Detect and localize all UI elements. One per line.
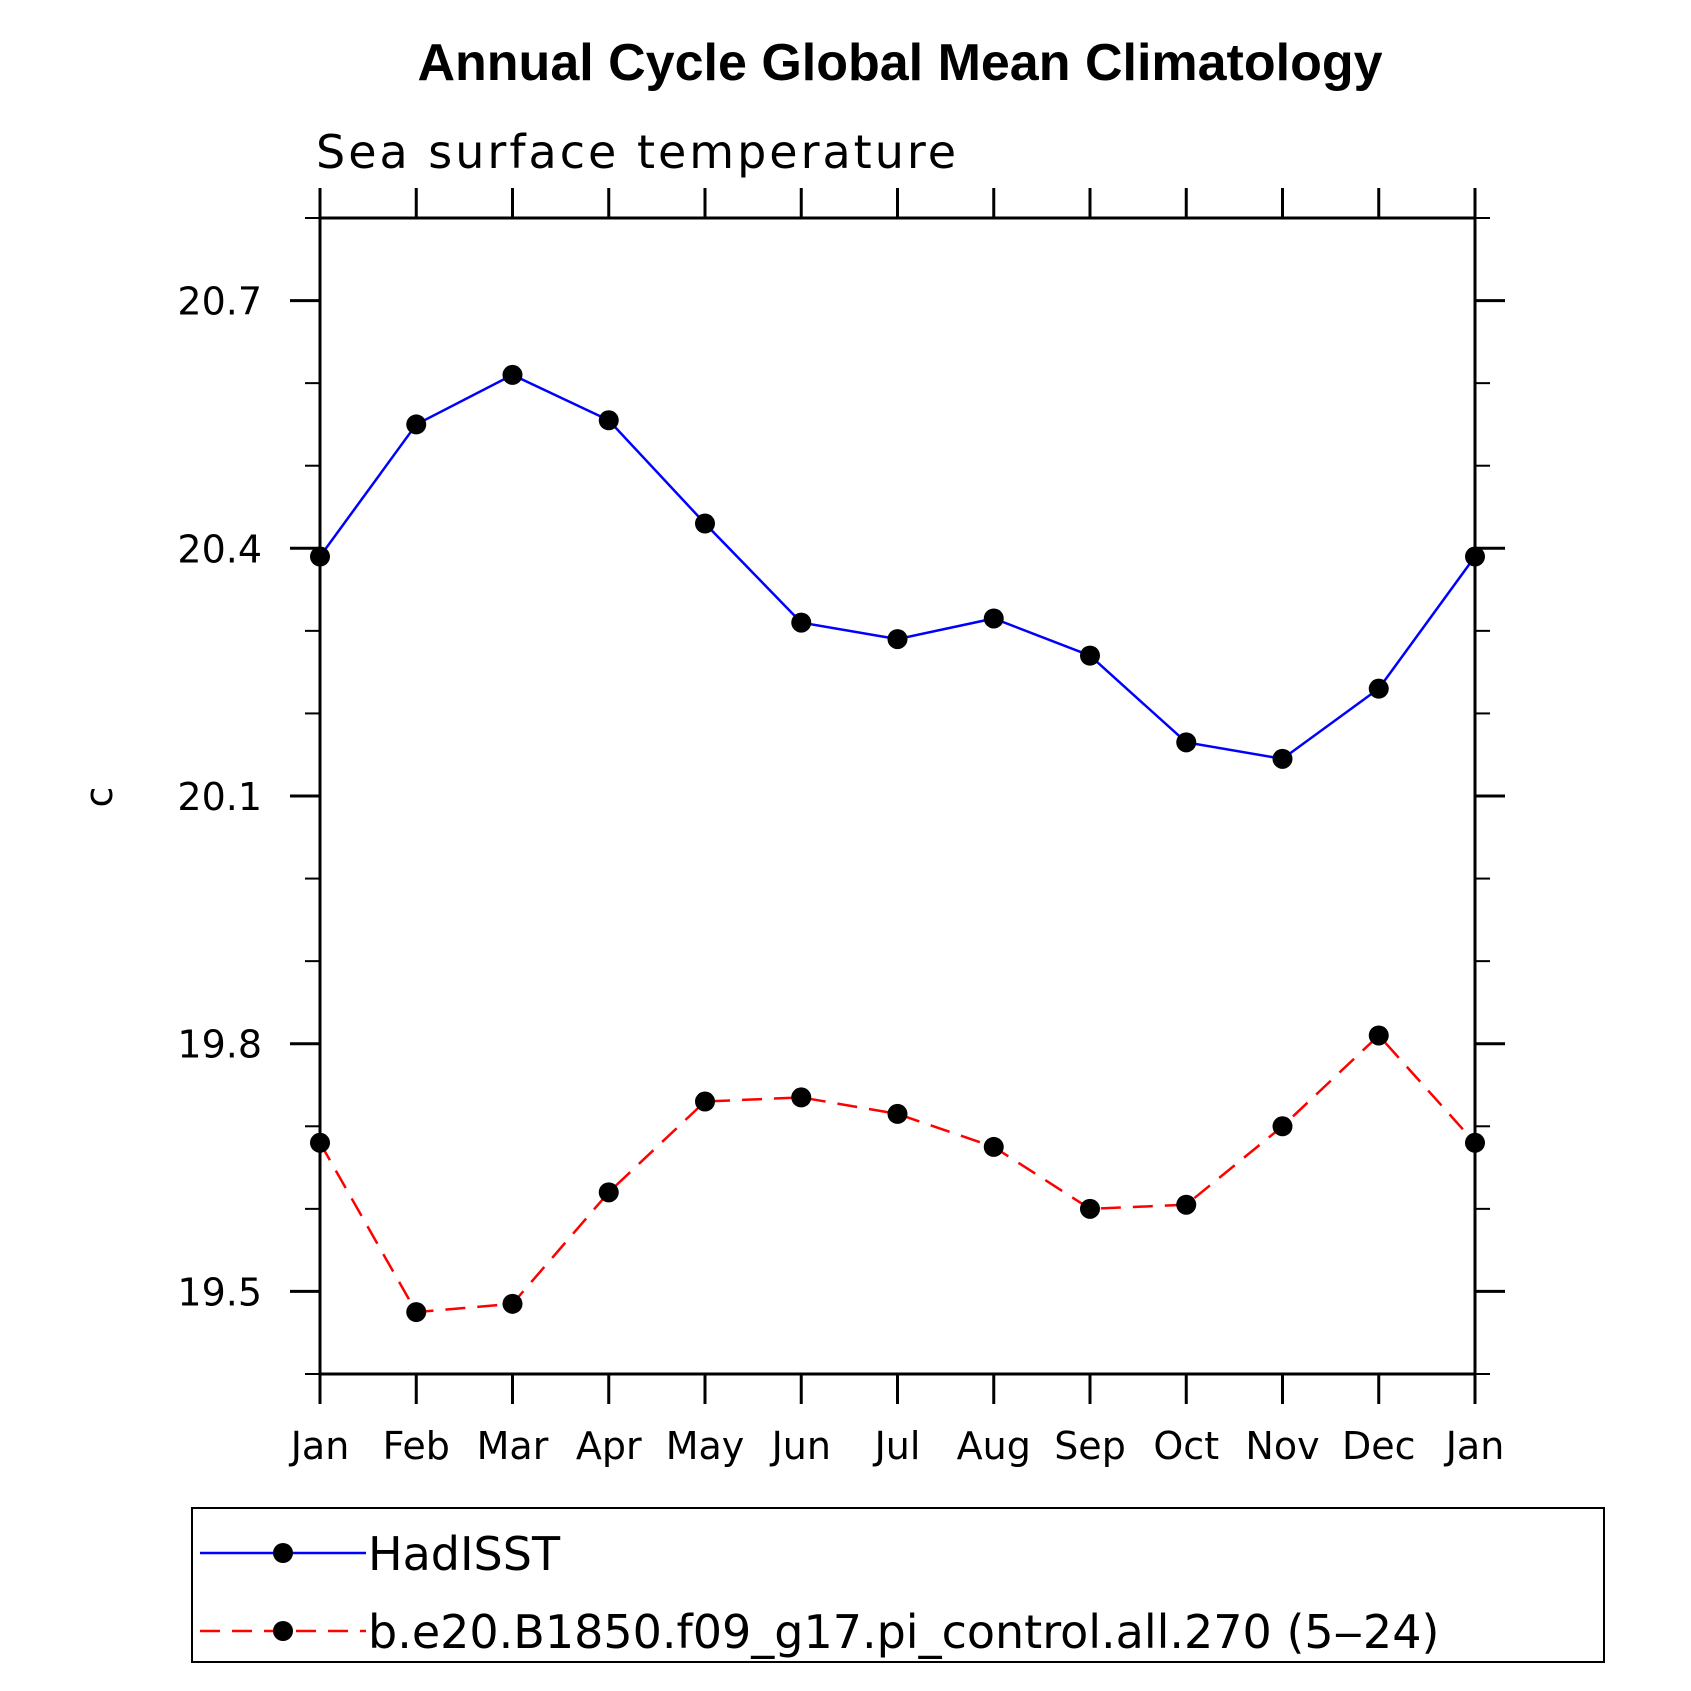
legend-marker-1: [273, 1543, 293, 1563]
data-point: [1368, 1025, 1389, 1046]
data-point: [1368, 678, 1389, 699]
series-layer: [310, 364, 1485, 1323]
legend-label-1: HadISST: [368, 1527, 561, 1581]
x-tick-label: Jan: [289, 1424, 350, 1468]
x-tick-label: Mar: [477, 1424, 549, 1468]
data-point: [502, 1293, 523, 1314]
data-point: [1176, 732, 1197, 753]
data-point: [791, 1087, 812, 1108]
x-tick-label: Dec: [1342, 1424, 1416, 1468]
data-point: [406, 1302, 427, 1323]
chart-title: Annual Cycle Global Mean Climatology: [417, 34, 1382, 92]
x-tick-label: Aug: [957, 1424, 1031, 1468]
x-tick-label: May: [666, 1424, 745, 1468]
data-point: [791, 612, 812, 633]
series-line-1: [318, 373, 1477, 761]
x-tick-label: Jan: [1444, 1424, 1505, 1468]
chart-subtitle: Sea surface temperature: [316, 125, 959, 179]
data-point: [983, 608, 1004, 629]
data-point: [598, 410, 619, 431]
data-point: [887, 1103, 908, 1124]
series-line-2: [318, 1033, 1476, 1314]
data-point: [695, 1091, 715, 1112]
y-axis-label: c: [77, 787, 121, 808]
data-point: [502, 364, 523, 385]
x-tick-label: Nov: [1245, 1424, 1319, 1468]
data-point: [1272, 748, 1293, 769]
data-point: [598, 1182, 619, 1203]
legend: HadISST b.e20.B1850.f09_g17.pi_control.al…: [191, 1507, 1605, 1663]
x-tick-label: Jun: [770, 1424, 831, 1468]
legend-box: [191, 1507, 1605, 1663]
data-point: [695, 513, 715, 534]
x-tick-label: Oct: [1153, 1424, 1219, 1468]
legend-marker-2: [273, 1621, 293, 1641]
data-point: [1272, 1116, 1293, 1137]
y-tick-label: 20.4: [177, 527, 262, 571]
y-tick-label: 20.7: [177, 280, 262, 324]
y-tick-label: 19.5: [177, 1270, 262, 1314]
data-point: [1080, 645, 1100, 666]
data-point: [983, 1136, 1004, 1157]
data-point: [1080, 1198, 1100, 1219]
axis-ticks: [290, 188, 1505, 1404]
x-tick-label: Apr: [576, 1424, 642, 1468]
y-tick-label: 20.1: [177, 775, 262, 819]
x-tick-label: Jul: [873, 1424, 921, 1468]
data-point: [1176, 1194, 1197, 1215]
data-point: [887, 629, 908, 650]
x-tick-label: Sep: [1054, 1424, 1126, 1468]
tick-labels: Jan Feb Mar Apr May Jun Jul Aug Sep Oct Nov Dec Jan 1…: [177, 280, 1504, 1468]
y-tick-label: 19.8: [177, 1023, 262, 1067]
x-tick-label: Feb: [383, 1424, 450, 1468]
data-point: [406, 414, 427, 435]
legend-label-2: b.e20.B1850.f09_g17.pi_control.all.270 (…: [368, 1605, 1439, 1659]
plot-frame: [318, 216, 1477, 1376]
